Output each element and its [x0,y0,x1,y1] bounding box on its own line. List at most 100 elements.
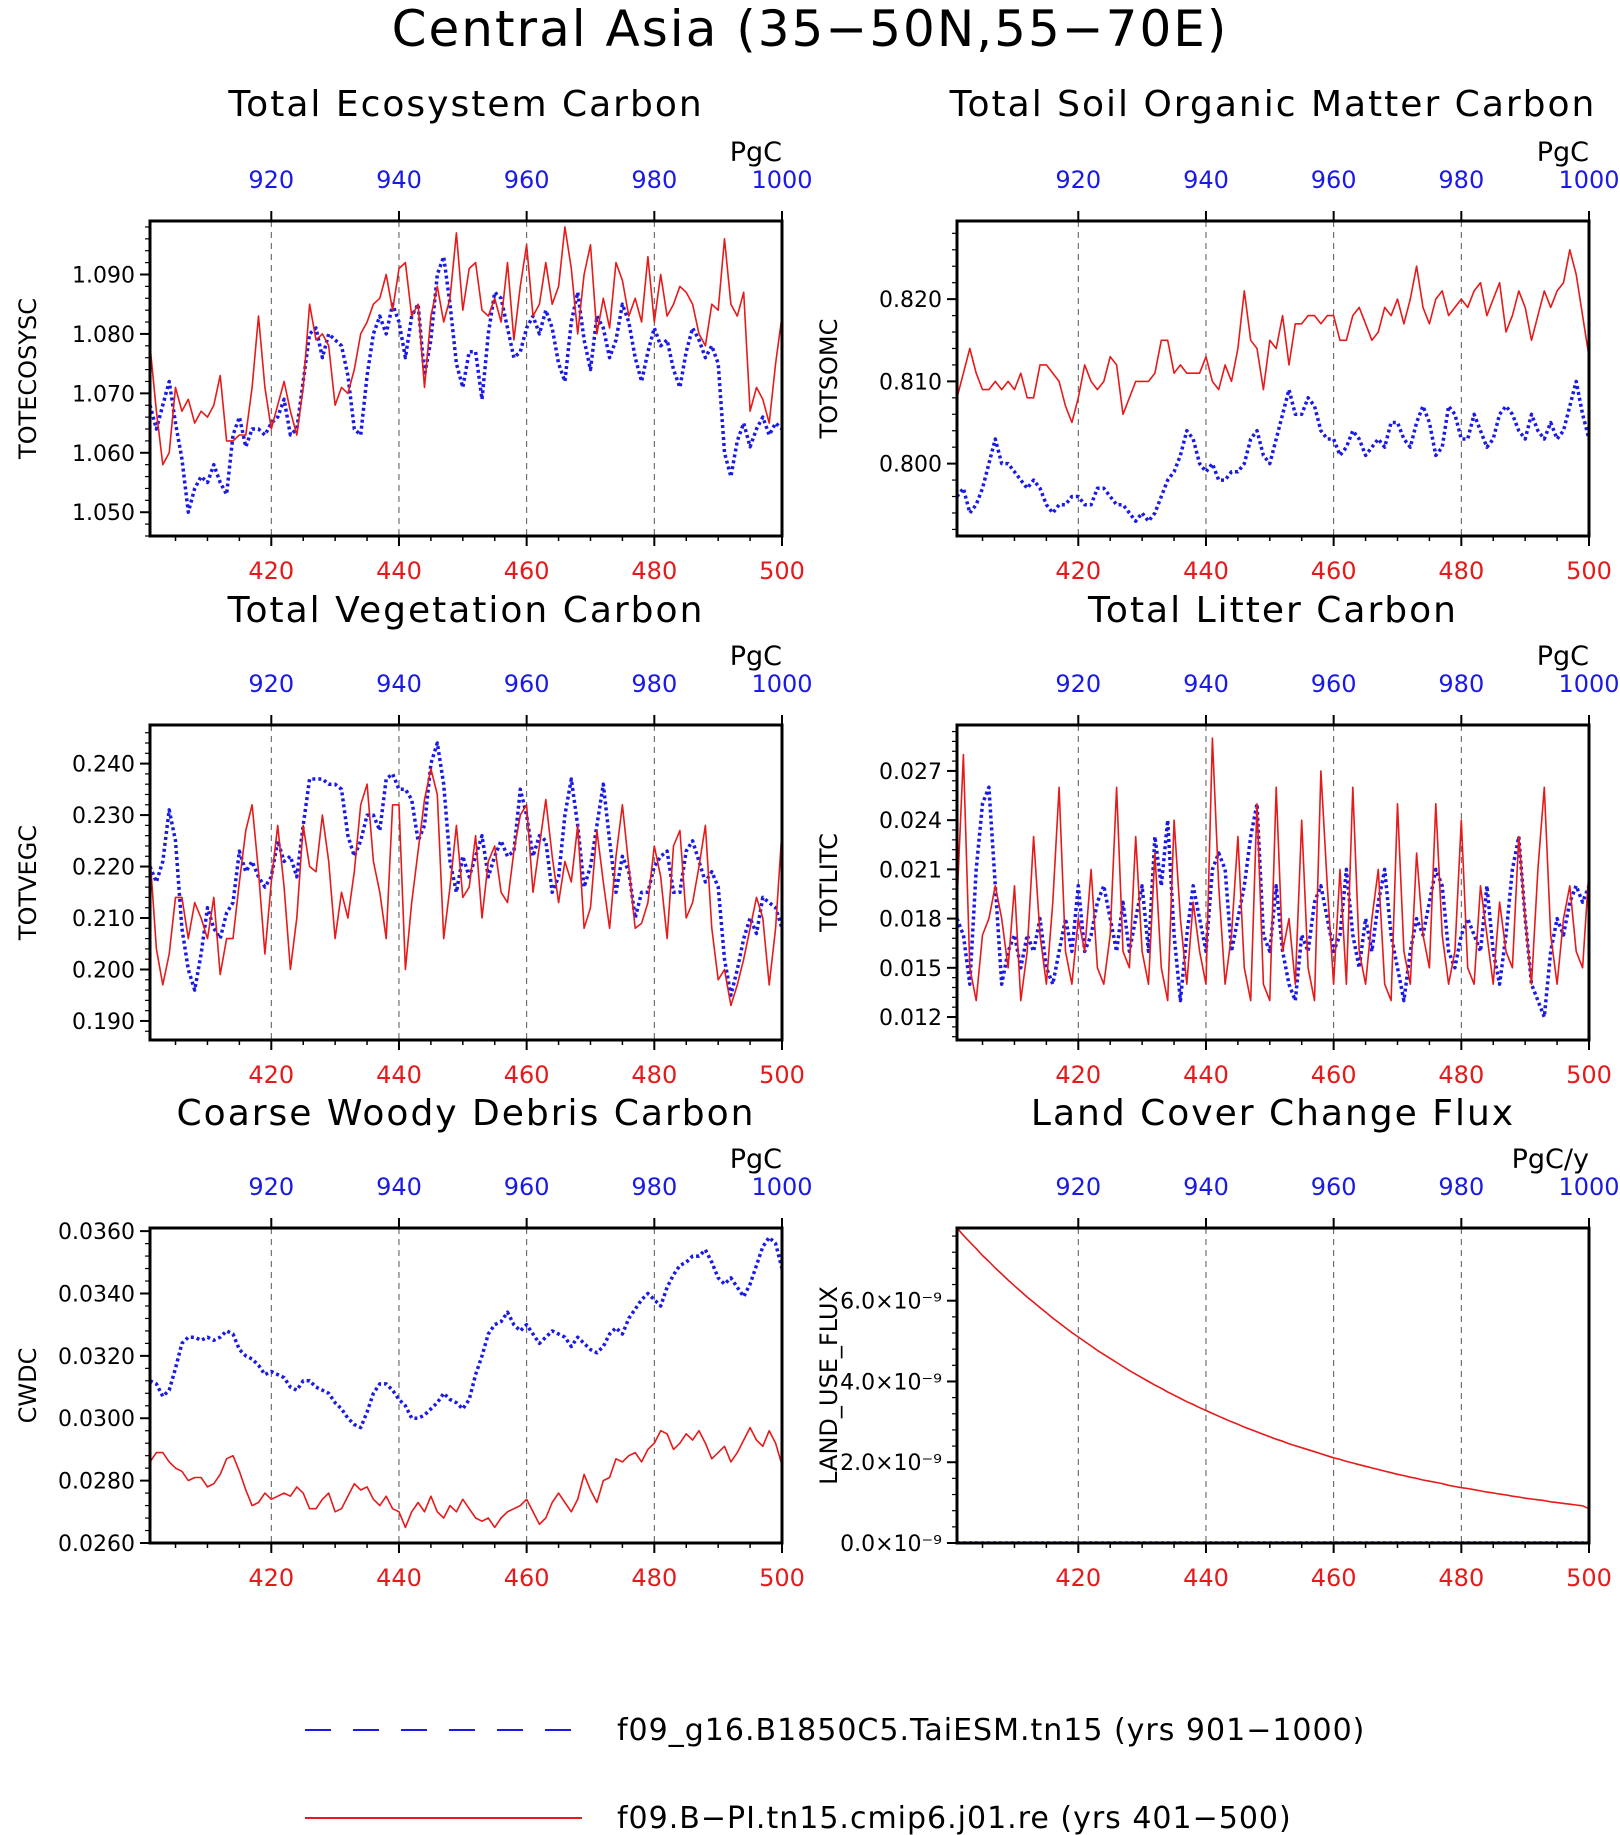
x-tick-label: 460 [504,557,550,585]
x-tick-label: 460 [1311,1564,1357,1592]
x-tick-label: 420 [1055,1061,1101,1089]
y-axis-label: TOTVEGC [14,825,42,941]
x-top-tick-label: 960 [504,670,550,698]
y-axis-label: LAND_USE_FLUX [815,1286,843,1485]
x-top-tick-label: 940 [1183,670,1229,698]
x-top-tick-label: 940 [376,166,422,194]
x-tick-label: 440 [376,1061,422,1089]
y-tick-label: 0.210 [72,907,135,932]
x-top-tick-label: 960 [1311,670,1357,698]
x-tick-label: 420 [248,1564,294,1592]
y-tick-label: 0.012 [879,1006,942,1031]
x-top-tick-label: 980 [1438,1173,1484,1201]
panel-title: Total Vegetation Carbon [227,590,705,631]
y-tick-label: 0.018 [879,908,942,933]
y-tick-label: 4.0×10⁻⁹ [840,1370,942,1395]
plot-frame [955,723,1591,1042]
x-tick-label: 480 [631,1564,677,1592]
x-tick-label: 420 [1055,1564,1101,1592]
x-tick-label: 460 [1311,557,1357,585]
units-label: PgC [730,641,782,672]
y-axis-label: TOTLITC [815,833,843,933]
x-tick-label: 460 [504,1564,550,1592]
y-axis-label: TOTECOSYSC [14,298,42,460]
y-tick-label: 0.0300 [58,1407,135,1432]
series-line-b [957,737,1589,1002]
y-tick-label: 0.800 [879,453,942,478]
x-top-tick-label: 980 [631,1173,677,1201]
x-tick-label: 500 [1566,1564,1612,1592]
y-axis-label: TOTSOMC [815,319,843,440]
legend-label: f09.B−PI.tn15.cmip6.j01.re (yrs 401−500) [617,1801,1292,1835]
panel-title: Total Ecosystem Carbon [227,84,703,125]
y-tick-label: 6.0×10⁻⁹ [840,1290,942,1315]
x-tick-label: 500 [759,557,805,585]
plot-frame [955,219,1591,538]
series-line-a [957,379,1589,523]
y-axis-label: CWDC [14,1348,42,1424]
x-top-tick-label: 960 [504,166,550,194]
panel-title: Land Cover Change Flux [1031,1093,1515,1134]
y-tick-label: 0.230 [72,804,135,829]
x-top-tick-label: 1000 [751,1173,812,1201]
x-top-tick-label: 1000 [1558,670,1619,698]
y-tick-label: 0.027 [879,760,942,785]
x-top-tick-label: 1000 [1558,166,1619,194]
plot-frame [148,1226,784,1545]
plot-frame [148,219,784,538]
y-tick-label: 0.190 [72,1010,135,1035]
x-tick-label: 420 [248,1061,294,1089]
page-title: Central Asia (35−50N,55−70E) [391,0,1229,58]
y-tick-label: 0.0320 [58,1345,135,1370]
plot-frame [955,1226,1591,1545]
y-tick-label: 0.820 [879,288,942,313]
plot-frame [148,723,784,1042]
units-label: PgC [730,1144,782,1175]
y-tick-label: 2.0×10⁻⁹ [840,1451,942,1476]
x-tick-label: 480 [1438,1061,1484,1089]
x-top-tick-label: 1000 [751,670,812,698]
x-top-tick-label: 920 [1055,166,1101,194]
x-tick-label: 500 [1566,1061,1612,1089]
panel-title: Total Litter Carbon [1087,590,1458,631]
x-tick-label: 480 [1438,1564,1484,1592]
x-top-tick-label: 960 [1311,1173,1357,1201]
y-tick-label: 0.240 [72,753,135,778]
series-line-a [150,1235,782,1430]
x-top-tick-label: 940 [376,670,422,698]
x-top-tick-label: 920 [1055,670,1101,698]
units-label: PgC/y [1512,1144,1589,1175]
x-top-tick-label: 920 [248,166,294,194]
y-tick-label: 0.0260 [58,1532,135,1557]
y-tick-label: 0.015 [879,957,942,982]
series-line-b [957,1228,1589,1510]
legend-label: f09_g16.B1850C5.TaiESM.tn15 (yrs 901−100… [617,1713,1365,1748]
x-top-tick-label: 1000 [751,166,812,194]
series-line-b [150,226,782,466]
y-tick-label: 0.810 [879,370,942,395]
y-tick-label: 1.080 [72,323,135,348]
y-tick-label: 0.0280 [58,1470,135,1495]
series-line-b [150,1426,782,1529]
x-top-tick-label: 980 [1438,670,1484,698]
x-tick-label: 420 [1055,557,1101,585]
x-tick-label: 500 [759,1061,805,1089]
x-tick-label: 480 [631,557,677,585]
x-top-tick-label: 920 [1055,1173,1101,1201]
units-label: PgC [730,137,782,168]
x-top-tick-label: 920 [248,670,294,698]
units-label: PgC [1537,137,1589,168]
x-tick-label: 440 [376,557,422,585]
x-tick-label: 420 [248,557,294,585]
x-top-tick-label: 980 [631,166,677,194]
panel-title: Total Soil Organic Matter Carbon [949,84,1597,125]
y-tick-label: 0.0×10⁻⁹ [840,1532,942,1557]
series-line-a [150,254,782,514]
x-tick-label: 460 [504,1061,550,1089]
x-top-tick-label: 940 [1183,1173,1229,1201]
panel-title: Coarse Woody Debris Carbon [177,1093,756,1134]
series-line-a [150,741,782,997]
x-top-tick-label: 960 [1311,166,1357,194]
x-tick-label: 440 [376,1564,422,1592]
